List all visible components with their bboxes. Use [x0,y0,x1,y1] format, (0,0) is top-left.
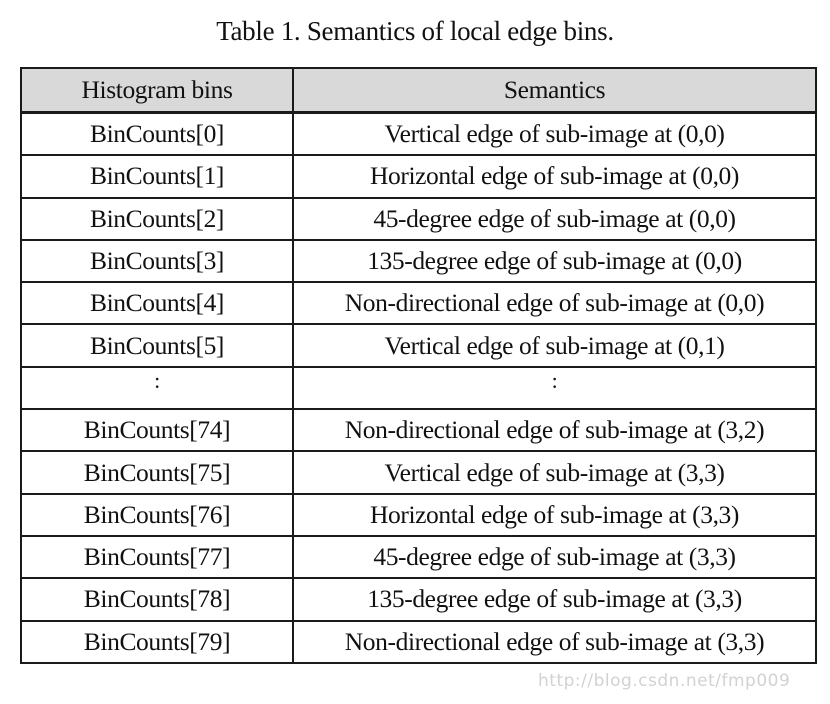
bin-cell: BinCounts[1] [20,154,294,199]
bin-cell: BinCounts[3] [20,238,294,284]
table-row: BinCounts[77] 45-degree edge of sub-imag… [20,534,817,580]
semantics-cell: 45-degree edge of sub-image at (0,0) [292,196,817,241]
bin-cell: BinCounts[74] [20,408,294,453]
watermark-text: http://blog.csdn.net/fmp009 [538,671,791,691]
bin-cell: BinCounts[75] [20,450,294,495]
table-row: BinCounts[4] Non-directional edge of sub… [20,281,817,326]
header-semantics: Semantics [292,67,817,114]
semantics-cell: Vertical edge of sub-image at (0,0) [292,111,817,157]
semantics-cell: Non-directional edge of sub-image at (3,… [292,408,817,453]
ellipsis-row: : : [20,365,817,411]
vertical-ellipsis: : [154,367,160,393]
semantics-cell: Horizontal edge of sub-image at (3,3) [292,492,817,537]
table-row: BinCounts[1] Horizontal edge of sub-imag… [20,154,817,199]
semantics-cell-ellipsis: : [292,365,817,411]
semantics-cell: 135-degree edge of sub-image at (3,3) [292,577,817,622]
table-row: BinCounts[75] Vertical edge of sub-image… [20,450,817,495]
table-row: BinCounts[0] Vertical edge of sub-image … [20,111,817,157]
bin-cell: BinCounts[0] [20,111,294,157]
semantics-cell: Non-directional edge of sub-image at (3,… [292,619,817,664]
semantics-cell: 45-degree edge of sub-image at (3,3) [292,534,817,580]
table-row: BinCounts[79] Non-directional edge of su… [20,619,817,664]
semantics-cell: Horizontal edge of sub-image at (0,0) [292,154,817,199]
edge-bins-table: Histogram bins Semantics BinCounts[0] Ve… [20,67,817,664]
bin-cell: BinCounts[4] [20,281,294,326]
vertical-ellipsis: : [551,367,558,393]
bin-cell: BinCounts[79] [20,619,294,664]
table-row: BinCounts[2] 45-degree edge of sub-image… [20,196,817,241]
table-caption: Table 1. Semantics of local edge bins. [216,16,614,46]
table-header-row: Histogram bins Semantics [20,67,817,114]
semantics-cell: Vertical edge of sub-image at (0,1) [292,323,817,368]
semantics-cell: 135-degree edge of sub-image at (0,0) [292,238,817,284]
bin-cell-ellipsis: : [20,365,294,411]
table-row: BinCounts[3] 135-degree edge of sub-imag… [20,238,817,284]
table-row: BinCounts[74] Non-directional edge of su… [20,408,817,453]
table-row: BinCounts[78] 135-degree edge of sub-ima… [20,577,817,622]
header-histogram-bins: Histogram bins [20,67,294,114]
bin-cell: BinCounts[2] [20,196,294,241]
bin-cell: BinCounts[77] [20,534,294,580]
table-row: BinCounts[5] Vertical edge of sub-image … [20,323,817,368]
bin-cell: BinCounts[76] [20,492,294,537]
bin-cell: BinCounts[78] [20,577,294,622]
bin-cell: BinCounts[5] [20,323,294,368]
table-row: BinCounts[76] Horizontal edge of sub-ima… [20,492,817,537]
semantics-cell: Non-directional edge of sub-image at (0,… [292,281,817,326]
semantics-cell: Vertical edge of sub-image at (3,3) [292,450,817,495]
